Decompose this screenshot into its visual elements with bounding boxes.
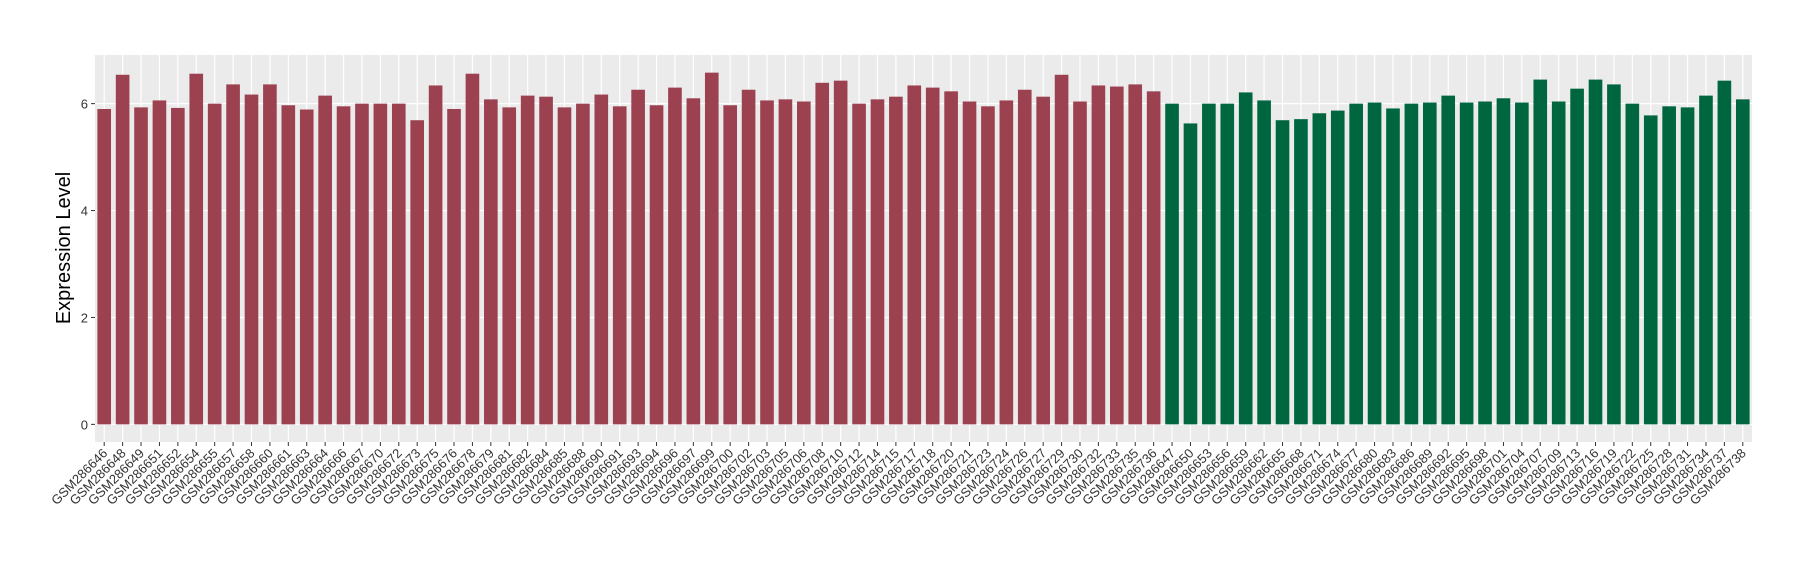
bar xyxy=(962,101,977,425)
bar xyxy=(1367,102,1382,425)
bar xyxy=(428,85,443,425)
bar xyxy=(1330,110,1345,425)
bar xyxy=(1183,123,1198,425)
bar xyxy=(318,95,332,425)
bar xyxy=(355,103,369,425)
bar xyxy=(1294,119,1308,425)
bar xyxy=(373,103,388,425)
bar xyxy=(852,103,866,425)
bar xyxy=(1515,102,1529,425)
y-tick-label: 4 xyxy=(81,204,88,219)
bar xyxy=(1533,79,1548,425)
bar xyxy=(1036,96,1050,425)
bar xyxy=(797,101,811,425)
bar xyxy=(1386,108,1400,425)
y-tick-label: 2 xyxy=(81,310,88,325)
bar xyxy=(999,100,1014,425)
bar xyxy=(1404,103,1419,425)
bar xyxy=(1146,91,1161,425)
bar xyxy=(1478,101,1492,425)
bar xyxy=(1091,85,1106,425)
bar xyxy=(171,107,185,425)
bar xyxy=(1625,103,1640,425)
bar xyxy=(668,87,682,425)
y-tick-label: 6 xyxy=(81,97,88,112)
bar xyxy=(1275,120,1290,425)
bar xyxy=(410,120,425,425)
bar xyxy=(723,105,737,425)
bar xyxy=(1588,79,1603,425)
bar xyxy=(704,72,719,425)
bar xyxy=(1238,92,1253,425)
bar xyxy=(925,87,940,425)
bar xyxy=(1662,106,1676,425)
plot-background xyxy=(95,55,1752,442)
bar xyxy=(833,80,848,425)
bar xyxy=(1551,101,1566,425)
bar xyxy=(1202,103,1216,425)
bar xyxy=(447,108,461,425)
bar xyxy=(1349,103,1363,425)
y-axis-label: Expression Level xyxy=(53,172,75,324)
bar xyxy=(576,103,590,425)
bar xyxy=(1643,115,1658,425)
bar xyxy=(778,99,793,425)
bar xyxy=(760,100,774,425)
bar xyxy=(1570,88,1584,425)
bar xyxy=(889,96,903,425)
bar xyxy=(1257,100,1271,425)
bar xyxy=(244,94,259,425)
bar xyxy=(1110,86,1124,425)
bar xyxy=(1017,89,1032,425)
bar xyxy=(1699,95,1713,425)
bar xyxy=(686,98,701,425)
bar xyxy=(1496,98,1511,425)
y-tick-label: 0 xyxy=(81,417,88,432)
bar xyxy=(1220,103,1235,425)
bar xyxy=(981,106,995,425)
bar xyxy=(391,103,406,425)
bar xyxy=(1607,84,1621,425)
bar xyxy=(465,73,480,425)
bar xyxy=(870,99,885,425)
bar xyxy=(484,99,498,425)
bar xyxy=(1441,95,1456,425)
bar xyxy=(115,74,130,425)
bar xyxy=(1459,102,1474,425)
bar xyxy=(944,91,958,425)
bar xyxy=(189,73,204,425)
bar xyxy=(281,105,296,425)
bar xyxy=(539,96,553,425)
bar xyxy=(226,84,240,425)
bar xyxy=(152,100,167,425)
bar xyxy=(299,109,314,425)
bar xyxy=(336,106,351,425)
bar xyxy=(263,84,277,425)
bar xyxy=(741,89,756,425)
bar xyxy=(907,85,922,425)
bar xyxy=(1312,113,1327,425)
bar xyxy=(1717,80,1732,425)
bar xyxy=(1735,99,1750,425)
bar xyxy=(1680,107,1695,425)
bar xyxy=(1054,74,1069,425)
bar xyxy=(207,103,222,425)
bar xyxy=(594,94,609,425)
bar xyxy=(502,107,517,425)
bar xyxy=(520,95,535,425)
bar xyxy=(815,82,830,425)
bar xyxy=(1165,103,1179,425)
bar xyxy=(1073,101,1087,425)
bar xyxy=(97,108,112,425)
bar xyxy=(631,89,645,425)
bar xyxy=(1128,84,1143,425)
bar xyxy=(649,105,664,425)
bar xyxy=(134,107,148,425)
bar xyxy=(1422,102,1437,425)
bar xyxy=(612,106,627,425)
bar xyxy=(557,107,572,425)
